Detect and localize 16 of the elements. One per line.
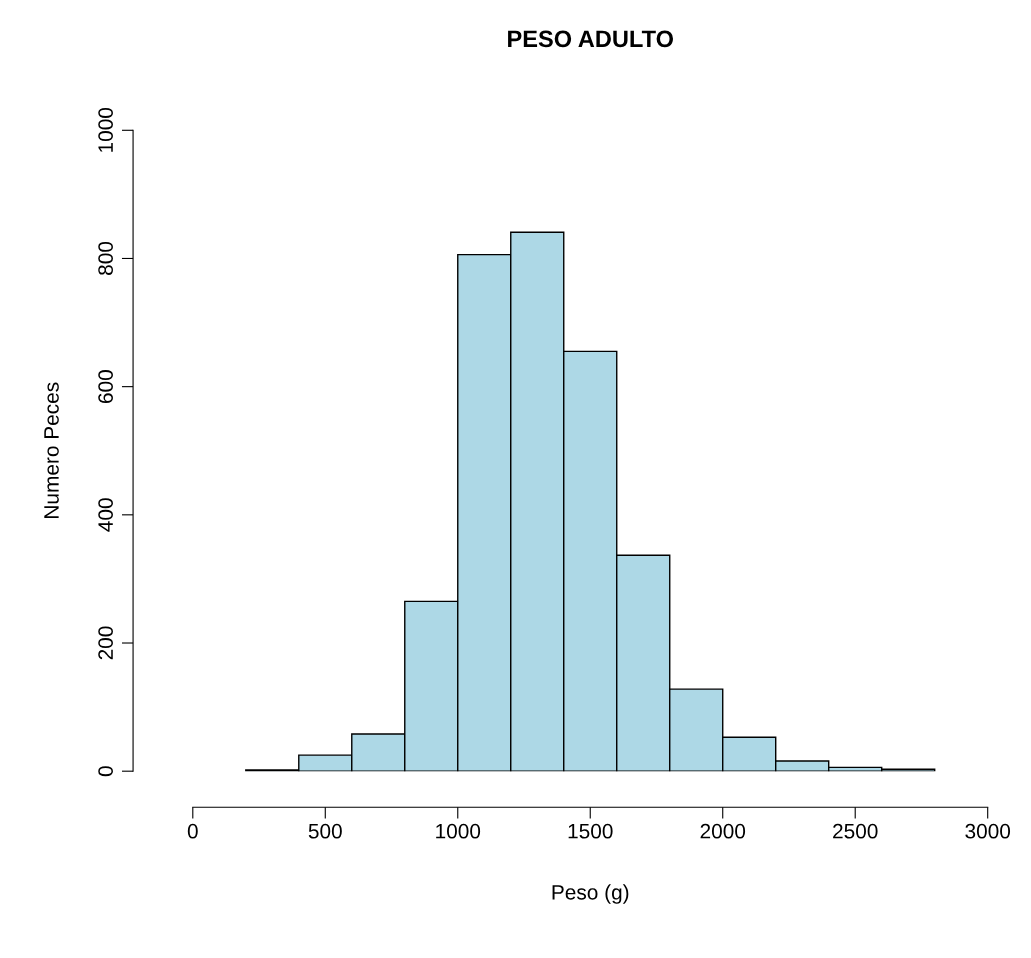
x-tick-label: 1000 <box>436 823 481 839</box>
x-tick-label: 2000 <box>700 823 746 839</box>
y-tick-label: 800 <box>98 241 113 275</box>
x-tick-label: 0 <box>187 823 198 839</box>
y-tick-label: 400 <box>98 498 113 532</box>
x-tick-label: 3000 <box>965 823 1011 839</box>
x-tick-label: 1500 <box>568 823 613 839</box>
y-tick-label: 600 <box>98 370 113 403</box>
chart-title: PESO ADULTO <box>508 30 673 48</box>
y-tick-label: 0 <box>98 766 113 777</box>
y-tick-label: 1000 <box>98 107 113 152</box>
y-axis-title: Numero Peces <box>44 382 59 518</box>
x-tick-label: 2500 <box>833 823 878 839</box>
x-tick-label: 500 <box>308 823 342 839</box>
y-tick-label: 200 <box>98 626 113 660</box>
x-axis-title: Peso (g) <box>552 884 629 904</box>
